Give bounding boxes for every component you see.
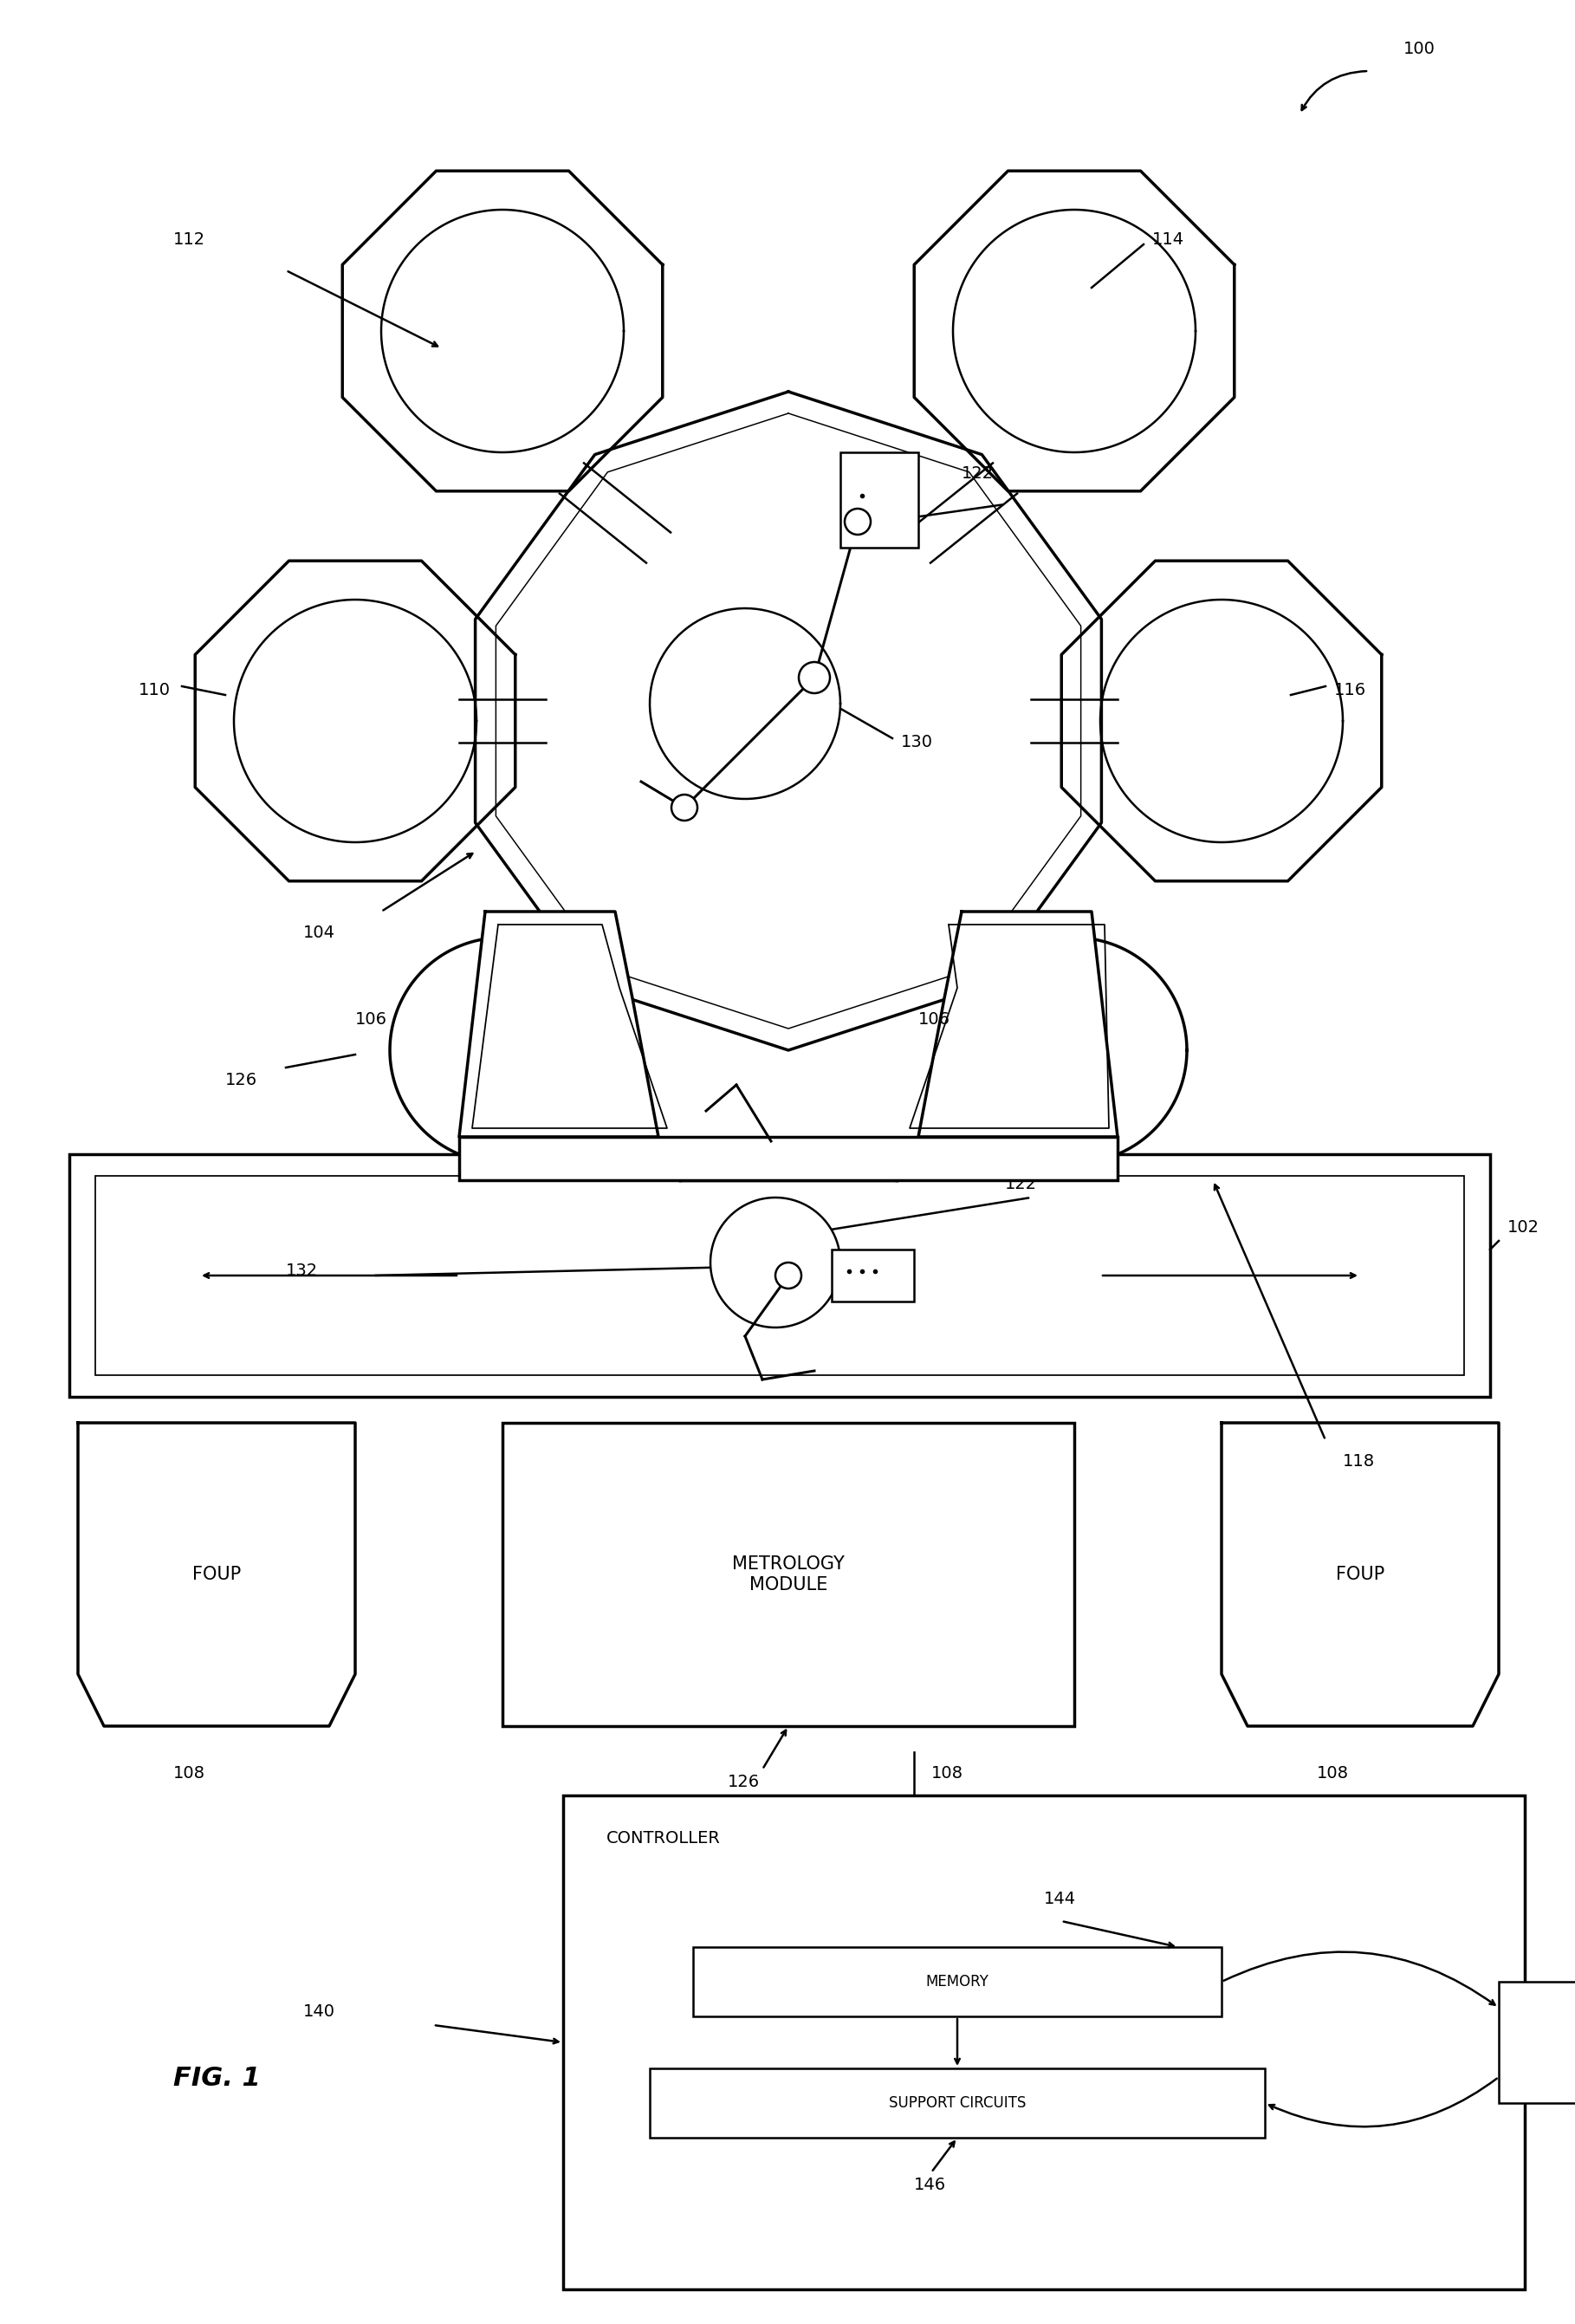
- Text: 132: 132: [287, 1262, 318, 1278]
- Text: 116: 116: [1334, 681, 1367, 700]
- Text: 126: 126: [225, 1071, 257, 1088]
- Polygon shape: [650, 609, 841, 799]
- Polygon shape: [79, 1422, 356, 1727]
- Text: 108: 108: [931, 1766, 964, 1783]
- Text: CONTROLLER: CONTROLLER: [606, 1829, 721, 1848]
- Text: 130: 130: [901, 734, 932, 751]
- Bar: [650, 2068, 1265, 2138]
- Bar: [502, 1422, 1074, 1727]
- Text: 126: 126: [728, 1773, 759, 1789]
- Text: SUPPORT CIRCUITS: SUPPORT CIRCUITS: [888, 2096, 1025, 2110]
- Text: 122: 122: [1005, 1176, 1036, 1192]
- Bar: [69, 1155, 1490, 1397]
- Polygon shape: [1222, 1422, 1499, 1727]
- Polygon shape: [391, 937, 616, 1162]
- Circle shape: [775, 1262, 802, 1287]
- Polygon shape: [913, 172, 1235, 490]
- Polygon shape: [460, 911, 658, 1136]
- Circle shape: [799, 662, 830, 693]
- Bar: [460, 1136, 1118, 1181]
- Text: 112: 112: [173, 232, 205, 249]
- Bar: [96, 1176, 1465, 1376]
- Text: 108: 108: [173, 1766, 205, 1783]
- Bar: [693, 1948, 1222, 2017]
- Polygon shape: [918, 911, 1118, 1136]
- Text: FIG. 1: FIG. 1: [173, 2066, 260, 2092]
- Text: 114: 114: [1153, 232, 1184, 249]
- Bar: [832, 1250, 913, 1301]
- Text: METROLOGY
MODULE: METROLOGY MODULE: [732, 1555, 844, 1594]
- Polygon shape: [710, 1197, 841, 1327]
- Text: 102: 102: [1507, 1220, 1539, 1236]
- Text: 108: 108: [1317, 1766, 1348, 1783]
- Text: FOUP: FOUP: [192, 1566, 241, 1583]
- Text: MEMORY: MEMORY: [926, 1973, 989, 1989]
- Circle shape: [671, 795, 698, 820]
- Text: 106: 106: [918, 1011, 950, 1027]
- Polygon shape: [953, 209, 1195, 453]
- Text: 110: 110: [139, 681, 170, 700]
- Polygon shape: [476, 393, 1101, 1050]
- Text: 104: 104: [304, 925, 335, 941]
- Polygon shape: [1062, 560, 1381, 881]
- Text: 106: 106: [356, 1011, 387, 1027]
- Text: 118: 118: [1343, 1452, 1375, 1469]
- Bar: [1499, 1982, 1575, 2103]
- Polygon shape: [235, 600, 477, 841]
- Text: 100: 100: [1403, 42, 1435, 58]
- Polygon shape: [195, 560, 515, 881]
- Text: 122: 122: [962, 465, 994, 481]
- Circle shape: [844, 509, 871, 535]
- Bar: [564, 1796, 1525, 2289]
- Bar: [841, 453, 918, 548]
- Polygon shape: [342, 172, 663, 490]
- Polygon shape: [1101, 600, 1343, 841]
- Text: 140: 140: [304, 2003, 335, 2020]
- Text: 146: 146: [913, 2178, 947, 2194]
- Polygon shape: [962, 937, 1188, 1162]
- Text: FOUP: FOUP: [1336, 1566, 1384, 1583]
- Polygon shape: [381, 209, 624, 453]
- Text: 144: 144: [1044, 1892, 1076, 1908]
